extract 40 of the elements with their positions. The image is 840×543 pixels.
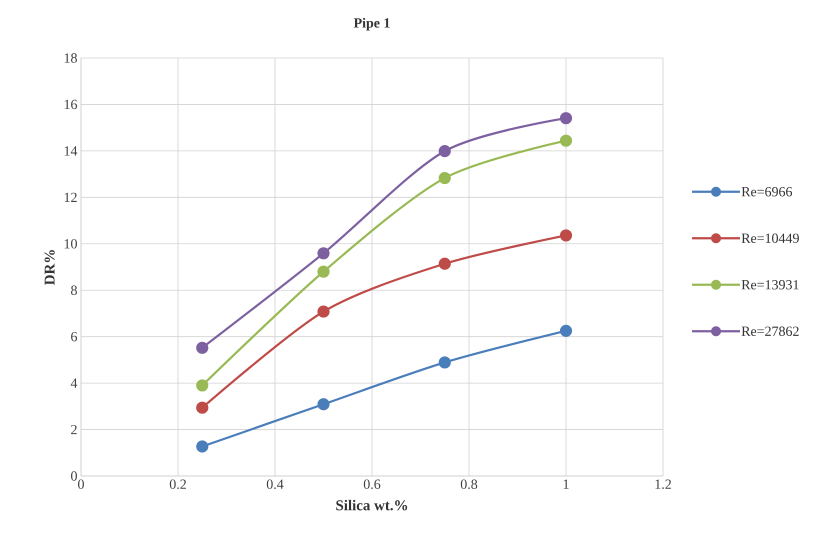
point: [317, 398, 330, 410]
point: [196, 342, 208, 354]
y-tick-label: 12: [64, 192, 77, 202]
x-tick-label: 0: [78, 480, 84, 489]
point: [560, 134, 572, 147]
legend-label: Re=6966: [742, 187, 792, 196]
point: [560, 229, 572, 242]
legend-label: Re=13931: [742, 280, 799, 290]
y-tick-label: 18: [64, 53, 77, 63]
y-tick-label: 16: [64, 100, 78, 110]
point: [196, 379, 208, 392]
point: [560, 112, 572, 124]
y-tick-label: 10: [64, 239, 77, 248]
point: [560, 324, 572, 337]
legend-label: Re=27862: [742, 326, 799, 336]
y-tick-label: 8: [71, 286, 77, 295]
y-tick-label: 0: [71, 471, 77, 481]
point: [438, 145, 451, 158]
point: [438, 172, 451, 184]
y-tick-label: 14: [64, 146, 78, 156]
legend-label: Re=10449: [742, 234, 799, 243]
point: [438, 258, 451, 270]
x-tick-label: 0.6: [364, 480, 380, 489]
point: [438, 356, 451, 369]
y-axis-title: DR%: [44, 250, 55, 285]
point: [196, 402, 208, 414]
point: [196, 440, 208, 453]
point: [317, 306, 330, 318]
x-axis-title: Silica wt.%: [336, 500, 408, 510]
point: [317, 247, 330, 260]
x-tick-label: 1.2: [656, 480, 671, 489]
point: [317, 266, 330, 278]
chart-title: Pipe 1: [354, 18, 390, 30]
x-tick-label: 0.4: [266, 480, 284, 489]
x-tick-label: 1: [564, 480, 569, 489]
y-tick-label: 2: [71, 424, 77, 434]
x-tick-label: 0.2: [170, 480, 186, 489]
y-tick-label: 4: [70, 378, 78, 388]
x-tick-label: 0.8: [460, 480, 478, 489]
y-tick-label: 6: [71, 332, 78, 342]
